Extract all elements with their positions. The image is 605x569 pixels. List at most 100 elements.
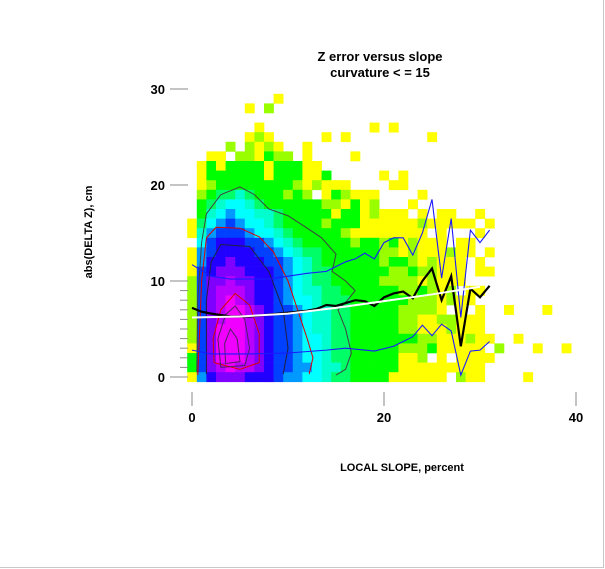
density-cell <box>273 372 284 383</box>
density-cell <box>196 199 207 210</box>
density-cell <box>475 266 486 277</box>
density-cell <box>235 276 246 287</box>
density-cell <box>283 228 294 239</box>
density-cell <box>436 353 447 363</box>
density-cell <box>312 199 322 210</box>
density-cell <box>254 324 265 335</box>
density-cell <box>369 257 380 267</box>
density-cell <box>350 266 361 277</box>
density-cell <box>216 257 226 267</box>
density-cell <box>225 257 236 267</box>
density-cell <box>206 333 217 344</box>
density-cell <box>206 353 217 363</box>
density-cell <box>244 170 255 181</box>
density-cell <box>369 305 380 315</box>
density-cell <box>216 161 226 171</box>
density-cell <box>196 285 207 296</box>
density-cell <box>350 247 361 258</box>
density-cell <box>350 324 361 335</box>
density-cell <box>264 180 274 191</box>
density-cell <box>331 324 342 335</box>
density-cell <box>398 324 409 335</box>
density-cell <box>254 122 265 133</box>
density-cell <box>398 257 409 267</box>
density-cell <box>321 324 332 335</box>
density-cell <box>273 218 284 229</box>
density-cell <box>216 353 226 363</box>
density-cell <box>427 132 438 143</box>
density-cell <box>417 218 428 229</box>
density-cell <box>321 295 332 306</box>
density-cell <box>292 237 303 248</box>
density-cell <box>302 314 313 325</box>
density-cell <box>369 295 380 306</box>
x-tick-label: 0 <box>188 410 195 425</box>
density-cell <box>187 218 198 229</box>
density-cell <box>388 276 399 287</box>
density-cell <box>340 180 351 191</box>
density-cell <box>417 266 428 277</box>
density-cells <box>187 93 572 383</box>
density-cell <box>254 257 265 267</box>
density-cell <box>369 218 380 229</box>
density-cell <box>360 305 370 315</box>
density-cell <box>273 285 284 296</box>
density-cell <box>312 362 322 373</box>
density-cell <box>273 180 284 191</box>
density-cell <box>302 266 313 277</box>
density-cell <box>244 132 255 143</box>
density-cell <box>408 257 418 267</box>
density-cell <box>196 189 207 200</box>
density-cell <box>225 295 236 306</box>
density-cell <box>292 180 303 191</box>
density-cell <box>427 333 438 344</box>
density-cell <box>264 151 274 162</box>
statistic-lines <box>191 199 491 377</box>
density-cell <box>196 180 207 191</box>
density-cell <box>225 353 236 363</box>
density-cell <box>244 314 255 325</box>
density-cell <box>273 199 284 210</box>
density-cell <box>206 285 217 296</box>
density-cell <box>264 362 274 373</box>
density-cell <box>321 285 332 296</box>
density-cell <box>244 103 255 114</box>
density-cell <box>216 151 226 162</box>
density-cell <box>523 372 534 383</box>
density-cell <box>187 276 198 287</box>
density-cell <box>379 228 390 239</box>
density-cell <box>264 209 274 219</box>
density-cell <box>340 295 351 306</box>
density-cell <box>187 305 198 315</box>
density-cell <box>456 305 466 315</box>
density-cell <box>379 218 390 229</box>
density-cell <box>187 285 198 296</box>
density-cell <box>206 324 217 335</box>
density-cell <box>388 333 399 344</box>
density-cell <box>417 343 428 354</box>
density-cell <box>312 228 322 239</box>
density-cell <box>417 189 428 200</box>
density-cell <box>340 228 351 239</box>
density-cell <box>264 295 274 306</box>
density-cell <box>244 266 255 277</box>
density-cell <box>350 151 361 162</box>
density-cell <box>187 314 198 325</box>
density-cell <box>398 343 409 354</box>
density-cell <box>216 218 226 229</box>
density-cell <box>196 228 207 239</box>
density-cell <box>417 333 428 344</box>
density-cell <box>350 343 361 354</box>
chart-title: Z error versus slope <box>318 49 443 64</box>
density-cell <box>283 324 294 335</box>
density-cell <box>312 314 322 325</box>
density-cell <box>283 209 294 219</box>
density-cell <box>312 209 322 219</box>
density-cell <box>216 209 226 219</box>
density-cell <box>465 353 476 363</box>
density-cell <box>244 257 255 267</box>
density-cell <box>196 266 207 277</box>
density-cell <box>388 180 399 191</box>
density-cell <box>292 257 303 267</box>
density-cell <box>187 247 198 258</box>
